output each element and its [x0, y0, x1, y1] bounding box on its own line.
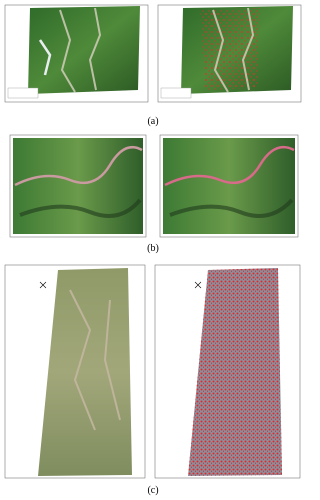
panel-label: (b) — [147, 243, 159, 254]
ridge — [14, 145, 143, 187]
landslide-overlay — [188, 268, 282, 476]
panel-label: (c) — [147, 485, 158, 496]
ridge — [212, 7, 255, 93]
panel-label: (a) — [147, 116, 158, 127]
landslide-boundary — [164, 145, 295, 187]
satellite-image — [28, 6, 140, 94]
ridge — [69, 289, 121, 431]
river — [38, 39, 52, 76]
north-arrow — [39, 281, 47, 289]
legend-box — [7, 87, 39, 99]
legend-box — [160, 87, 192, 99]
shadow — [169, 198, 294, 218]
shadow — [19, 198, 142, 218]
satellite-image — [13, 138, 143, 234]
satellite-image — [163, 138, 295, 234]
north-arrow — [194, 281, 202, 289]
figure: (a) (b) (c) — [4, 4, 302, 496]
ridge — [59, 7, 102, 93]
